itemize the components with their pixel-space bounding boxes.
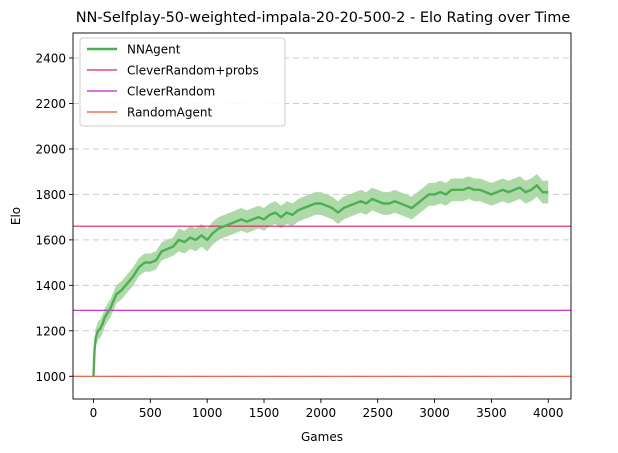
- y-tick-label-2000: 2000: [35, 142, 66, 156]
- x-axis-ticks: 0 500 1000 1500 2000 2500 3000 3500 4000: [90, 399, 564, 420]
- x-tick-label-2000: 2000: [306, 406, 337, 420]
- reference-lines: [73, 225, 571, 377]
- chart-title: NN-Selfplay-50-weighted-impala-20-20-500…: [76, 10, 571, 26]
- x-tick-label-3500: 3500: [476, 406, 507, 420]
- y-tick-label-1800: 1800: [35, 188, 66, 202]
- band-nnagent: [93, 173, 549, 377]
- x-tick-label-4000: 4000: [533, 406, 564, 420]
- x-tick-label-500: 500: [139, 406, 162, 420]
- x-tick-label-0: 0: [90, 406, 98, 420]
- x-tick-label-3000: 3000: [419, 406, 450, 420]
- legend-label-cleverrandom: CleverRandom: [127, 85, 215, 99]
- x-tick-label-2500: 2500: [362, 406, 393, 420]
- legend-box: [79, 37, 286, 127]
- series-lines: [92, 184, 549, 377]
- legend-label-cleverrandom-probs: CleverRandom+probs: [127, 64, 259, 78]
- y-tick-label-1200: 1200: [35, 324, 66, 338]
- legend-label-nnagent: NNAgent: [127, 43, 181, 57]
- confidence-band: [93, 173, 549, 377]
- y-tick-label-2200: 2200: [35, 97, 66, 111]
- x-axis-label: Games: [301, 430, 343, 444]
- legend-label-randomagent: RandomAgent: [127, 106, 212, 120]
- y-axis-ticks: 1000 1200 1400 1600 1800 2000 2200 2400: [35, 52, 73, 384]
- y-tick-label-2400: 2400: [35, 52, 66, 66]
- y-tick-label-1600: 1600: [35, 233, 66, 247]
- x-tick-label-1500: 1500: [249, 406, 280, 420]
- plot-frame: [72, 32, 572, 400]
- legend: NNAgent CleverRandom+probs CleverRandom Ran…: [79, 37, 286, 127]
- y-tick-label-1000: 1000: [35, 370, 66, 384]
- y-axis-label: Elo: [9, 207, 23, 225]
- x-tick-label-1000: 1000: [192, 406, 223, 420]
- line-nnagent: [92, 184, 549, 377]
- y-tick-label-1400: 1400: [35, 279, 66, 293]
